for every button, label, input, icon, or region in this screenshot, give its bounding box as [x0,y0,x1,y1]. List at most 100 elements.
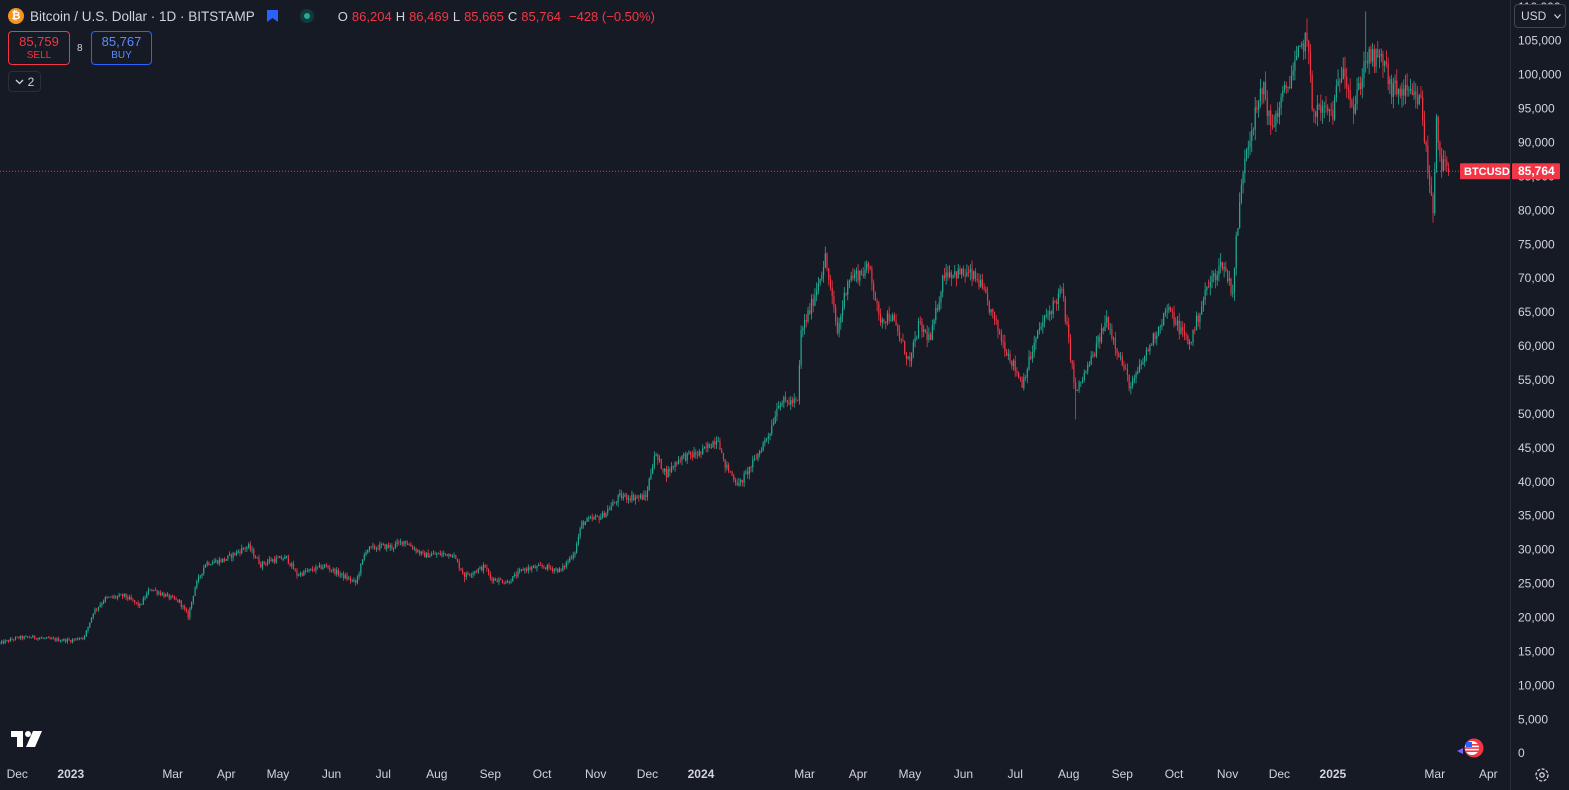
candle [1363,51,1365,88]
candle [33,635,36,640]
candle [931,319,933,341]
candle [1038,322,1040,335]
candle [46,636,48,640]
candle [935,300,937,324]
candle [1390,74,1393,104]
candle [377,544,379,551]
flag-icon[interactable] [266,10,278,22]
candle [1306,18,1308,47]
candle [681,455,683,466]
candle [166,592,169,597]
symbol-title[interactable]: Bitcoin / U.S. Dollar · 1D · BITSTAMP [30,8,255,24]
candle [1197,312,1199,327]
candle [534,564,536,569]
candle [1190,341,1192,346]
candle [924,328,927,334]
candle [536,565,538,572]
candle [121,593,124,600]
candle [1218,258,1220,282]
candle [829,274,832,291]
candle [1192,329,1194,347]
candle [294,568,296,572]
price-tick-label: 20,000 [1518,611,1555,625]
candle [539,561,542,566]
candle [379,541,381,552]
candle [855,267,857,283]
candle [1240,178,1242,205]
sell-button[interactable]: 85,759 SELL [8,31,70,65]
candle [1031,345,1034,363]
candle [997,319,999,339]
candle [313,567,315,572]
candle [1188,339,1191,350]
candle [1384,60,1386,73]
buy-button[interactable]: 85,767 BUY [91,31,152,65]
candle [995,315,997,325]
indicators-toggle-button[interactable]: 2 [8,71,41,92]
market-status-icon[interactable] [299,9,314,23]
candle [724,458,726,473]
candle [1094,352,1096,358]
candle [729,470,731,474]
candle [864,261,866,279]
candle [942,274,944,298]
candle [267,558,269,567]
candle [795,396,797,403]
candle [429,553,431,558]
candle [779,401,781,411]
candle [462,567,464,575]
candle [1387,57,1389,91]
candle [1049,305,1051,322]
candle [595,513,597,521]
ohlc-values: O 86,204 H 86,469 L 85,665 C 85,764 −428 (−0… [338,9,655,24]
tradingview-logo-icon[interactable] [11,731,43,754]
candle [1040,322,1042,331]
candle [52,636,55,640]
candle [196,579,198,590]
candle [765,437,768,443]
candle [1004,334,1006,358]
candle [386,543,388,552]
candle [346,572,348,582]
candle [1347,84,1350,100]
candle [1068,317,1070,344]
settings-icon[interactable] [1531,764,1553,786]
candle [655,452,657,457]
candle [786,400,788,407]
candle [836,316,838,336]
price-tick-label: 90,000 [1518,136,1555,150]
candle [631,490,633,503]
symbol-legend[interactable]: ₿ Bitcoin / U.S. Dollar · 1D · BITSTAMP … [8,6,655,26]
candle [764,437,766,447]
candle [714,437,716,450]
candle [360,563,362,577]
candle [365,550,367,557]
candle [576,541,578,554]
candle [20,635,22,640]
candle [94,607,96,615]
candle [87,626,89,633]
candle [1346,67,1348,98]
candle [332,567,334,573]
candle [488,568,490,576]
candle [1054,299,1056,304]
candle [620,489,623,501]
candle [1380,48,1382,63]
time-tick-label: Mar [162,767,183,781]
us-flag-icon[interactable] [1457,737,1489,764]
candle [102,599,105,605]
candle [273,556,276,565]
candle [125,593,127,600]
candle [431,551,433,557]
candle [353,577,355,583]
currency-select[interactable]: USD [1514,4,1566,28]
candle [327,564,329,570]
candle [696,450,699,459]
candle [1261,87,1263,105]
candle [986,286,989,306]
candle [363,552,365,561]
candle [1415,83,1417,109]
candle [173,595,175,601]
candle [1,639,3,645]
